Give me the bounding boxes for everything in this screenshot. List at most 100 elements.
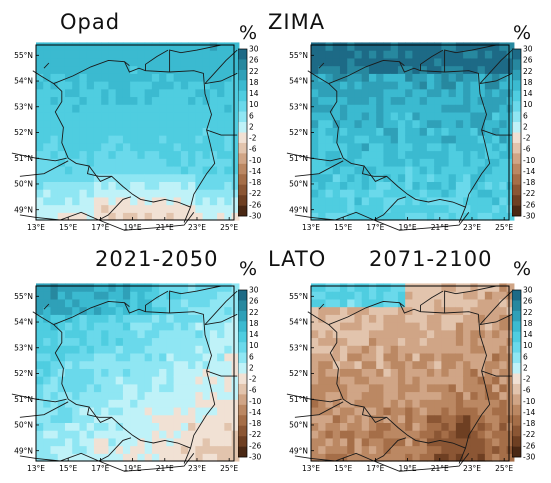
grid-cell bbox=[202, 298, 211, 308]
grid-cell bbox=[455, 322, 464, 331]
grid-cell bbox=[434, 298, 442, 308]
grid-cell bbox=[484, 399, 493, 408]
grid-cell bbox=[231, 173, 240, 182]
lat-tick-label: 55°N bbox=[289, 292, 308, 301]
grid-cell bbox=[159, 196, 167, 206]
grid-cell bbox=[151, 173, 160, 182]
boundary-line bbox=[124, 302, 130, 307]
grid-cell bbox=[122, 437, 131, 447]
grid-cell bbox=[368, 298, 377, 308]
grid-cell bbox=[426, 142, 435, 152]
grid-cell bbox=[339, 322, 348, 331]
grid-cell bbox=[231, 189, 240, 198]
grid-cell bbox=[347, 306, 356, 315]
grid-cell bbox=[224, 376, 233, 385]
variable-title: Opad bbox=[60, 10, 121, 34]
grid-cell bbox=[347, 314, 356, 323]
grid-cell bbox=[86, 322, 95, 331]
grid-cell bbox=[173, 383, 182, 393]
grid-cell bbox=[412, 306, 421, 315]
grid-cell bbox=[311, 196, 319, 206]
grid-cell bbox=[209, 453, 218, 462]
boundary-line bbox=[19, 401, 69, 418]
grid-cell bbox=[72, 283, 81, 292]
colorbar-label: 14 bbox=[249, 330, 259, 339]
grid-cell bbox=[311, 50, 319, 59]
grid-cell bbox=[383, 345, 392, 354]
grid-cell bbox=[93, 376, 102, 385]
grid-cell bbox=[477, 391, 486, 400]
grid-cell bbox=[441, 150, 450, 159]
grid-cell bbox=[361, 158, 370, 167]
grid-cell bbox=[347, 165, 356, 175]
grid-cell bbox=[441, 360, 450, 369]
grid-cell bbox=[419, 181, 428, 190]
grid-cell bbox=[412, 283, 421, 292]
boundary-line bbox=[479, 290, 513, 325]
grid-cell bbox=[347, 437, 356, 447]
grid-cell bbox=[86, 111, 95, 121]
colorbar-swatch bbox=[512, 90, 521, 102]
grid-cell bbox=[318, 196, 327, 206]
grid-cell bbox=[426, 383, 435, 393]
grid-cell bbox=[463, 345, 471, 354]
grid-cell bbox=[166, 196, 175, 206]
grid-cell bbox=[318, 414, 327, 423]
grid-cell bbox=[224, 204, 233, 213]
grid-cell bbox=[397, 42, 406, 51]
grid-cell bbox=[361, 322, 370, 331]
grid-cell bbox=[151, 135, 160, 144]
grid-cell bbox=[115, 414, 124, 423]
grid-cell bbox=[202, 291, 211, 300]
grid-cell bbox=[57, 57, 66, 67]
grid-cell bbox=[318, 352, 327, 362]
grid-cell bbox=[448, 453, 457, 462]
grid-cell bbox=[137, 368, 146, 377]
grid-cell bbox=[441, 322, 450, 331]
grid-cell bbox=[499, 135, 508, 144]
grid-cell bbox=[79, 376, 88, 385]
grid-cell bbox=[108, 135, 117, 144]
grid-cell bbox=[108, 337, 117, 346]
grid-cell bbox=[426, 406, 435, 416]
grid-cell bbox=[397, 406, 406, 416]
grid-cell bbox=[130, 360, 139, 369]
grid-cell bbox=[144, 445, 153, 454]
grid-cell bbox=[448, 322, 457, 331]
grid-cell bbox=[231, 135, 240, 144]
grid-cell bbox=[122, 189, 131, 198]
grid-cell bbox=[159, 96, 167, 105]
grid-cell bbox=[93, 406, 102, 416]
grid-cell bbox=[455, 150, 464, 159]
grid-cell bbox=[361, 204, 370, 213]
grid-cell bbox=[209, 352, 218, 362]
grid-cell bbox=[311, 391, 319, 400]
grid-cell bbox=[390, 111, 399, 121]
grid-cell bbox=[180, 391, 189, 400]
grid-cell bbox=[463, 430, 471, 439]
grid-cell bbox=[419, 127, 428, 136]
grid-cell bbox=[72, 73, 81, 82]
grid-cell bbox=[347, 422, 356, 431]
grid-cell bbox=[195, 406, 204, 416]
grid-cell bbox=[311, 135, 319, 144]
grid-cell bbox=[470, 73, 479, 82]
grid-cell bbox=[93, 437, 102, 447]
grid-cell bbox=[36, 73, 44, 82]
lat-tick-label: 55°N bbox=[14, 292, 33, 301]
grid-cell bbox=[397, 399, 406, 408]
grid-cell bbox=[477, 165, 486, 175]
grid-cell bbox=[151, 119, 160, 128]
grid-cell bbox=[484, 81, 493, 90]
grid-cell bbox=[50, 337, 59, 346]
grid-cell bbox=[224, 150, 233, 159]
grid-cell bbox=[434, 189, 442, 198]
grid-cell bbox=[166, 104, 175, 113]
grid-cell bbox=[390, 345, 399, 354]
grid-cell bbox=[347, 414, 356, 423]
grid-cell bbox=[492, 165, 500, 175]
grid-cell bbox=[434, 119, 442, 128]
grid-cell bbox=[202, 383, 211, 393]
grid-cell bbox=[79, 127, 88, 136]
grid-cell bbox=[57, 212, 66, 221]
